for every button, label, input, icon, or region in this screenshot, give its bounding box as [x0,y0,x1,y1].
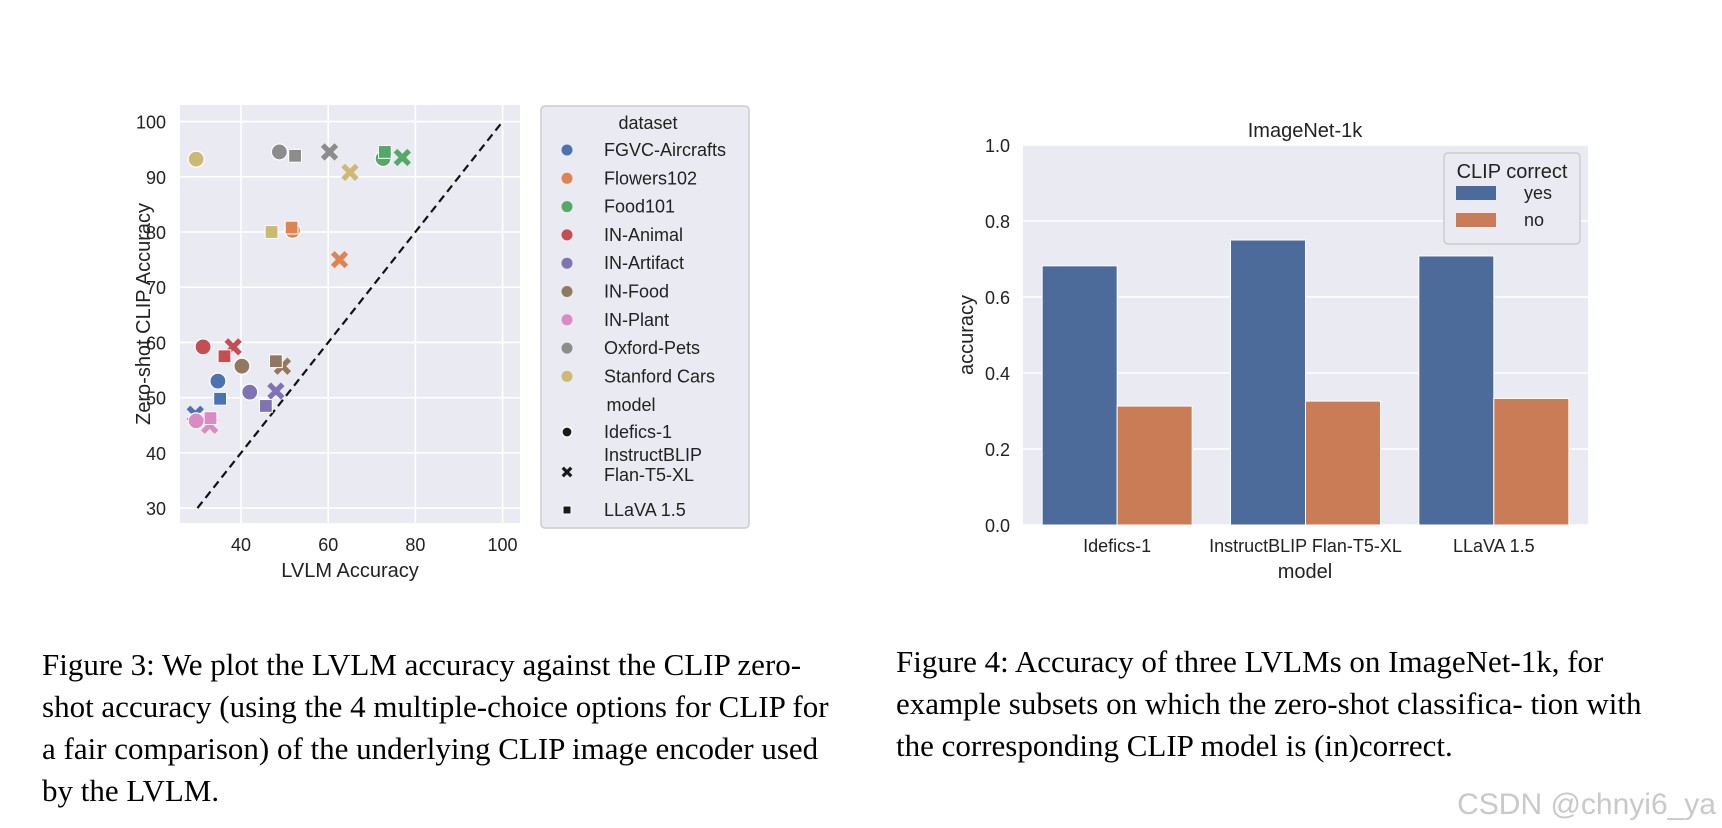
bar-x-axis-label: model [1278,561,1332,583]
scatter-y-tick-label: 90 [146,168,166,188]
scatter-point-oxford-pets-idefics-1 [270,143,288,161]
scatter-point-in-food-idefics-1 [233,357,251,375]
scatter-legend-marker-instructblip-flan-t5-xl [561,466,573,478]
scatter-point-in-plant-llava-1-5 [203,411,218,425]
bar-legend-label-yes: yes [1524,183,1552,203]
scatter-point-oxford-pets-llava-1-5 [288,148,302,163]
bar-y-tick-label: 0.8 [985,212,1010,232]
scatter-point-stanford-cars-llava-1-5 [264,225,279,239]
bar-legend-swatch-no [1456,213,1496,227]
diagonal-line [196,120,504,509]
bar-llava-1-5-yes [1418,255,1495,526]
bar-llava-1-5-no [1493,397,1570,526]
scatter-point-food101-instructblip-flan-t5-xl [393,148,411,167]
scatter-legend-model-title: model [606,395,655,415]
scatter-point-food101-llava-1-5 [377,145,392,159]
scatter-legend-label-in-plant: IN-Plant [604,310,669,330]
bar-chart: 0.0 0.2 0.4 0.6 0.8 1.0 Idefics-1 InstructBLIP … [956,120,1588,583]
scatter-points [186,143,411,434]
scatter-point-flowers102-llava-1-5 [284,220,299,235]
scatter-plot-area [180,105,520,523]
scatter-point-in-animal-idefics-1 [194,338,212,356]
bar-legend-label-no: no [1524,210,1544,230]
bar-legend: CLIP correct yes no [1443,152,1581,245]
scatter-point-flowers102-instructblip-flan-t5-xl [330,250,349,269]
bar-idefics-1-no [1116,405,1193,526]
scatter-legend-label-llava-1-5: LLaVA 1.5 [604,500,686,520]
scatter-legend-swatch-in-plant [561,314,573,326]
scatter-point-in-food-llava-1-5 [268,354,283,369]
bar-legend-title: CLIP correct [1457,161,1568,183]
bar-y-tick-label: 1.0 [985,136,1010,156]
scatter-legend-label-stanford-cars: Stanford Cars [604,366,715,386]
scatter-y-tick-label: 70 [146,278,166,298]
scatter-point-fgvc-aircrafts-llava-1-5 [213,391,228,406]
scatter-point-oxford-pets-instructblip-flan-t5-xl [320,143,339,161]
scatter-x-tick-label: 60 [318,535,338,555]
figure-4-caption: Figure 4: Accuracy of three LVLMs on Ima… [896,644,1642,763]
scatter-legend-swatch-stanford-cars [561,370,573,382]
scatter-legend-marker-idefics-1 [561,426,573,438]
scatter-x-axis-label: LVLM Accuracy [281,560,418,582]
scatter-tick-labels: 40 60 80 100 30 40 50 60 70 80 90 100 [136,113,518,555]
scatter-legend-dataset-title: dataset [618,113,677,133]
bar-x-tick-label: LLaVA 1.5 [1453,536,1535,556]
figure-3-caption: Figure 3: We plot the LVLM accuracy agai… [42,647,829,808]
scatter-y-tick-label: 30 [146,499,166,519]
scatter-point-in-artifact-idefics-1 [241,383,259,401]
scatter-y-tick-label: 40 [146,444,166,464]
scatter-y-tick-label: 100 [136,113,166,133]
scatter-legend-swatch-oxford-pets [561,342,573,354]
scatter-legend-label-in-food: IN-Food [604,282,669,302]
scatter-point-in-animal-llava-1-5 [217,349,232,364]
scatter-legend-swatch-in-artifact [561,257,573,269]
scatter-legend-swatch-fgvc-aircrafts [561,144,573,156]
scatter-y-axis-label: Zero-shot CLIP Accuracy [133,203,155,425]
scatter-point-in-artifact-instructblip-flan-t5-xl [267,382,285,400]
watermark: CSDN @chnyi6_ya [1457,788,1716,821]
scatter-legend-marker-llava-1-5 [562,505,572,515]
scatter-legend-swatch-food101 [561,201,573,213]
bar-marks [1041,239,1570,526]
scatter-legend-label-idefics-1: Idefics-1 [604,422,672,442]
bar-y-axis-label: accuracy [956,295,978,375]
bar-y-tick-label: 0.0 [985,516,1010,536]
bar-y-tick-label: 0.2 [985,440,1010,460]
bar-x-tick-label: Idefics-1 [1083,536,1151,556]
scatter-legend-box [540,105,750,529]
scatter-legend-swatch-in-food [561,286,573,297]
scatter-legend-label-fgvc-aircrafts: FGVC-Aircrafts [604,140,726,160]
scatter-point-in-artifact-llava-1-5 [258,399,273,413]
scatter-point-stanford-cars-instructblip-flan-t5-xl [341,163,359,182]
scatter-legend-label-in-artifact: IN-Artifact [604,253,684,273]
scatter-x-tick-label: 80 [405,535,425,555]
scatter-y-tick-label: 60 [146,333,166,353]
bar-instructblip-flan-t5-xl-yes [1230,239,1306,526]
scatter-legend-label-in-animal: IN-Animal [604,225,683,245]
scatter-legend-swatch-in-animal [561,229,573,241]
scatter-legend-label-oxford-pets: Oxford-Pets [604,338,700,358]
bar-chart-title: ImageNet-1k [1248,120,1363,142]
scatter-x-tick-label: 100 [488,535,518,555]
scatter-legend-label-food101: Food101 [604,197,675,217]
bar-x-tick-label: InstructBLIP Flan-T5-XL [1209,536,1402,556]
bar-idefics-1-yes [1041,265,1118,526]
scatter-point-stanford-cars-idefics-1 [187,150,205,168]
scatter-legend-label-flowers102: Flowers102 [604,168,697,188]
scatter-legend-swatch-flowers102 [561,172,573,184]
bar-instructblip-flan-t5-xl-no [1305,400,1381,526]
scatter-legend-label-instructblip-flan-t5-xl: InstructBLIP Flan-T5-XL [604,445,702,485]
bar-y-tick-label: 0.6 [985,288,1010,308]
bar-legend-swatch-yes [1456,186,1496,200]
scatter-legend: dataset FGVC-Aircrafts Flowers102 Food101 IN… [540,105,750,529]
scatter-chart: 40 60 80 100 30 40 50 60 70 80 90 100 LVLM Accuracy… [133,105,750,582]
bar-y-tick-label: 0.4 [985,364,1010,384]
scatter-x-tick-label: 40 [231,535,251,555]
scatter-point-fgvc-aircrafts-idefics-1 [209,372,227,390]
scatter-y-tick-label: 80 [146,223,166,243]
bar-tick-labels: 0.0 0.2 0.4 0.6 0.8 1.0 Idefics-1 InstructBLIP … [985,136,1535,556]
scatter-y-tick-label: 50 [146,389,166,409]
